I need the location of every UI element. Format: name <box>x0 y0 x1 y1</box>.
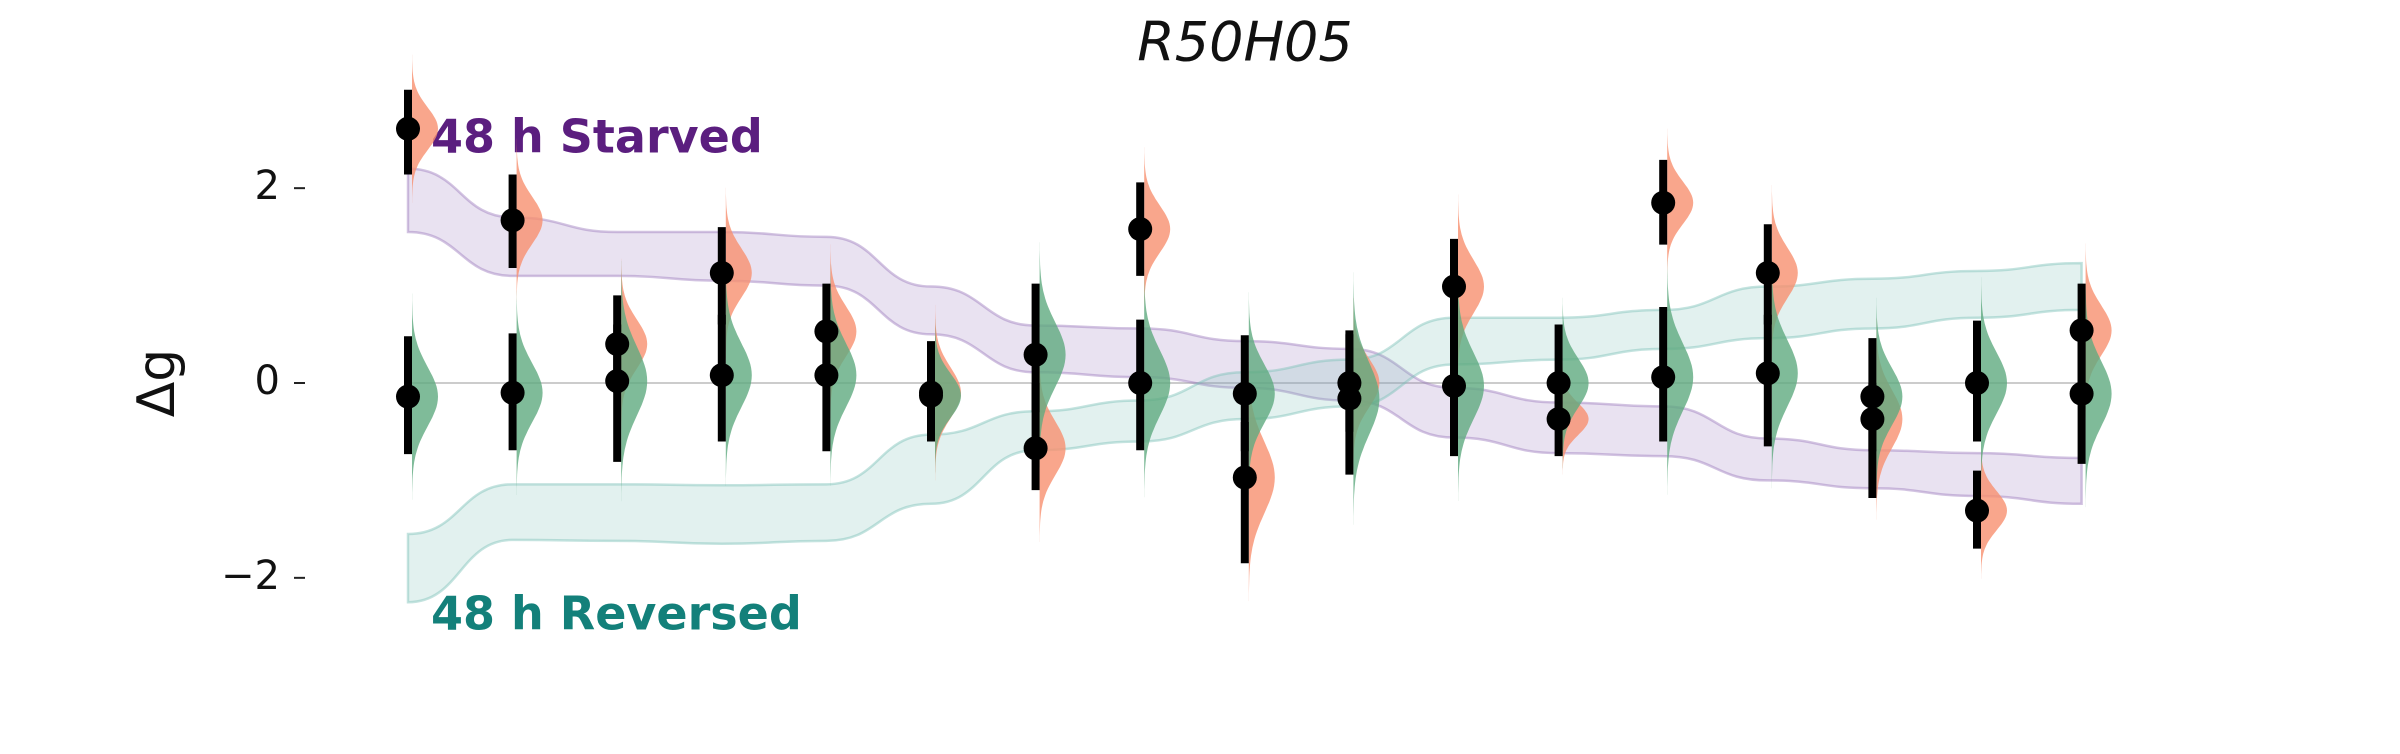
estimate-point <box>1546 407 1571 432</box>
y-tick-label: 2 <box>255 163 280 209</box>
estimate-point <box>919 383 943 408</box>
half-violin <box>725 264 752 487</box>
chart-title: R50H05 <box>1137 11 1353 74</box>
estimate-point <box>1128 371 1153 395</box>
estimate-point <box>1023 436 1048 461</box>
half-violin <box>1144 147 1171 311</box>
estimate-point <box>1651 365 1676 390</box>
half-violin <box>516 138 543 303</box>
estimate-point <box>1965 371 1989 395</box>
estimate-point <box>1232 381 1257 406</box>
estimate-point <box>709 363 734 388</box>
estimate-point <box>1023 342 1048 367</box>
estimate-point <box>1442 274 1466 299</box>
estimate-point <box>1965 498 1989 523</box>
estimate-point <box>1651 190 1676 215</box>
half-violin <box>1039 354 1066 543</box>
half-violin <box>1458 270 1484 501</box>
band-label: 48 h Reversed <box>431 587 802 641</box>
half-violin <box>1562 297 1589 469</box>
estimate-point <box>500 208 525 233</box>
estimate-point <box>1860 384 1885 409</box>
half-violin <box>412 54 438 203</box>
half-violin <box>830 244 857 419</box>
estimate-point <box>500 380 525 405</box>
estimate-point <box>2069 381 2094 406</box>
half-violin <box>1562 363 1589 475</box>
estimate-point <box>396 384 420 409</box>
estimate-point <box>1546 371 1571 395</box>
half-violin <box>1771 258 1798 489</box>
half-violin <box>516 290 543 496</box>
half-violin <box>1981 442 2007 579</box>
half-violin <box>725 187 752 359</box>
estimate-point <box>1232 465 1257 490</box>
y-axis-label: Δg <box>127 349 187 418</box>
y-tick-label: 0 <box>255 358 280 404</box>
half-violin <box>621 260 648 502</box>
estimate-point <box>1442 373 1466 398</box>
half-violin <box>1667 259 1694 495</box>
half-violin <box>1981 277 2007 489</box>
estimate-point <box>2069 318 2094 343</box>
y-tick-label: −2 <box>221 553 280 599</box>
half-violin <box>830 264 857 487</box>
half-violin <box>1144 268 1171 498</box>
estimate-point <box>814 319 839 344</box>
half-violin <box>2085 280 2112 508</box>
half-violin <box>1771 185 1798 361</box>
half-violin <box>1353 272 1380 525</box>
half-violin <box>1667 128 1694 277</box>
half-violin <box>2085 243 2112 418</box>
estimate-point <box>1128 217 1153 242</box>
half-violin <box>412 293 438 500</box>
half-violin <box>1039 242 1066 468</box>
estimate-point <box>1755 361 1780 386</box>
half-violin <box>1248 292 1275 496</box>
estimate-point <box>605 332 630 357</box>
estimate-point <box>1860 407 1885 432</box>
half-violin <box>1248 353 1275 602</box>
estimate-point <box>1337 386 1362 411</box>
band-label: 48 h Starved <box>431 110 763 164</box>
estimate-point <box>1755 260 1780 285</box>
half-violin <box>1876 297 1903 496</box>
estimate-point <box>709 260 734 285</box>
estimate-point <box>814 363 839 388</box>
half-violin <box>1458 194 1484 379</box>
estimate-point <box>396 116 420 141</box>
estimate-point <box>605 369 630 394</box>
half-violin <box>935 318 961 473</box>
